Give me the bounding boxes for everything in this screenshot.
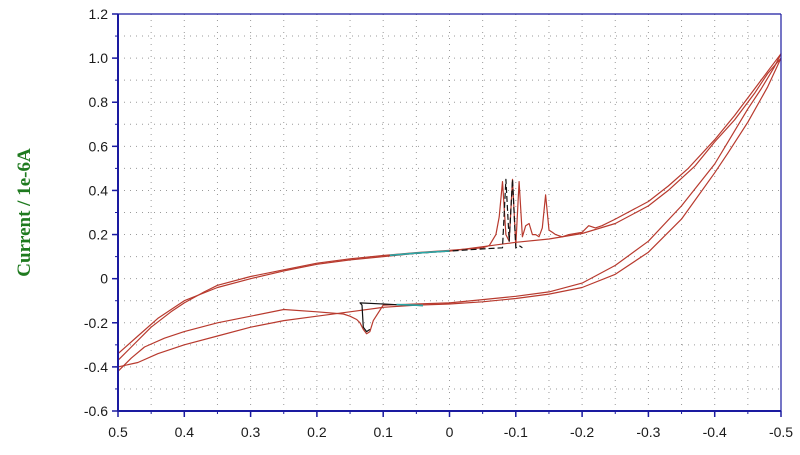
series-layer <box>117 53 782 372</box>
tick-labels: 0.5 0.4 0.3 0.2 0.1 0 -0.1 -0.2 -0.3 -0.4 -0.5 -0.6… <box>84 6 793 440</box>
x-tick-label: -0.4 <box>703 424 727 440</box>
y-tick-label: 1.0 <box>89 50 109 66</box>
x-tick-label: 0.2 <box>307 424 327 440</box>
x-tick-label: 0.3 <box>241 424 261 440</box>
x-tick-label: -0.1 <box>504 424 528 440</box>
x-tick-label: 0.4 <box>175 424 195 440</box>
y-tick-label: 0.2 <box>89 227 109 243</box>
y-tick-label: 0 <box>100 271 108 287</box>
x-tick-label: -0.2 <box>570 424 594 440</box>
axes <box>112 13 782 417</box>
grid <box>118 14 781 411</box>
y-tick-label: -0.4 <box>84 359 108 375</box>
y-tick-label: -0.2 <box>84 315 108 331</box>
x-tick-label: 0 <box>446 424 454 440</box>
y-tick-label: 1.2 <box>89 6 109 22</box>
x-tick-label: -0.5 <box>769 424 793 440</box>
series-line-1 <box>117 57 782 368</box>
y-axis-label: Current / 1e-6A <box>14 148 35 277</box>
series-line-5 <box>396 303 424 307</box>
y-tick-label: -0.6 <box>84 403 108 419</box>
series-line-4 <box>389 250 450 257</box>
x-tick-label: 0.1 <box>373 424 393 440</box>
x-tick-label: 0.5 <box>108 424 128 440</box>
x-tick-label: -0.3 <box>636 424 660 440</box>
y-tick-label: 0.6 <box>89 138 109 154</box>
y-tick-label: 0.4 <box>89 182 109 198</box>
y-tick-label: 0.8 <box>89 94 109 110</box>
